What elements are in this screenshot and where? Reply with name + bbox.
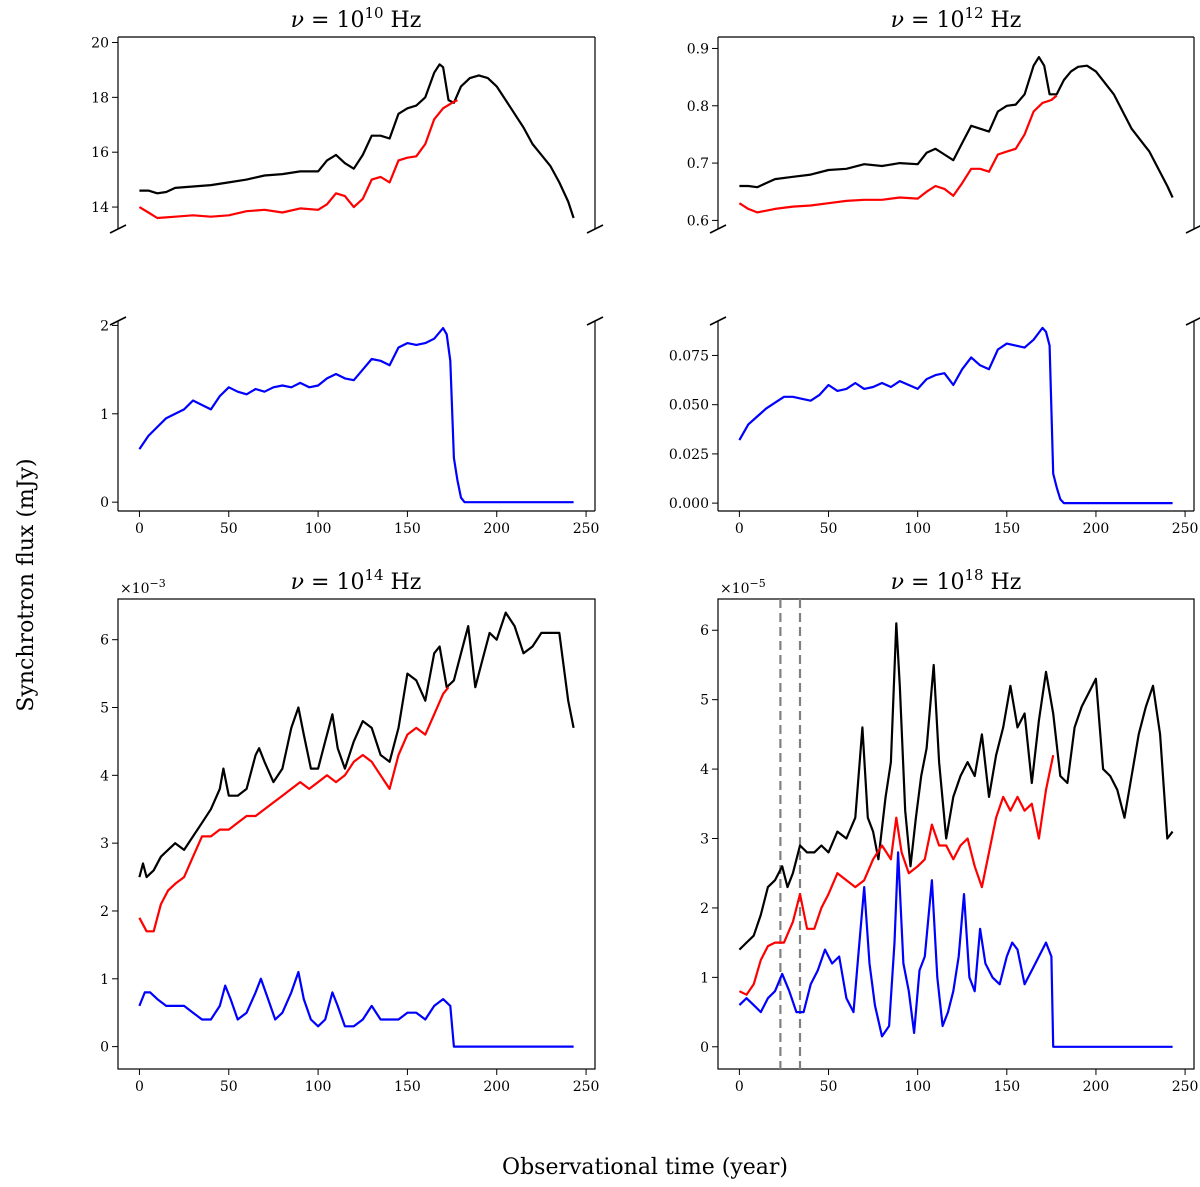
p10-top-series-red — [138, 99, 458, 220]
p14-ytick-label: 0 — [100, 1040, 109, 1056]
p10-bottom-ytick-label: 2 — [100, 318, 109, 334]
p12-xtick-label: 200 — [1083, 521, 1110, 537]
p14-xtick-label: 50 — [220, 1079, 238, 1095]
p18-panel: ν = 1018 Hz ×10−5 0 1 2 3 4 5 6 0 50 100 150 200 250 — [700, 566, 1198, 1095]
p14-ytick-label: 1 — [100, 972, 109, 988]
p14-ytick-label: 3 — [100, 836, 109, 852]
p12-axis-break — [1185, 317, 1200, 326]
p18-xtick-label: 100 — [904, 1079, 931, 1095]
p18-multiplier: ×10−5 — [720, 577, 766, 597]
p18-xtick-label: 250 — [1172, 1079, 1199, 1095]
p14-ytick-label: 5 — [100, 701, 109, 717]
p10-xtick-label: 50 — [220, 521, 238, 537]
p12-top-ytick-label: 0.7 — [687, 156, 709, 172]
p10-axis-break — [586, 224, 604, 234]
p12-top-ytick-label: 0.8 — [687, 99, 709, 115]
figure-xlabel: Observational time (year) — [502, 1155, 788, 1180]
p14-frame — [117, 598, 596, 1070]
p18-xtick-label: 50 — [820, 1079, 838, 1095]
p14-xtick-label: 200 — [483, 1079, 510, 1095]
p14-xtick-label: 0 — [135, 1079, 144, 1095]
p12-xtick-label: 100 — [904, 521, 931, 537]
p14-ytick-label: 2 — [100, 904, 109, 920]
p14-panel: ν = 1014 Hz ×10−3 0 1 2 3 4 5 6 0 50 100 150 200 250 — [100, 566, 599, 1095]
p12-top-series-red — [738, 94, 1058, 214]
p10-xtick-label: 0 — [135, 521, 144, 537]
p12-bottom-series-blue — [738, 326, 1173, 505]
p12-top-ytick-label: 0.9 — [687, 41, 709, 57]
p10-axis-break — [109, 224, 127, 234]
p12-xtick-label: 250 — [1172, 521, 1199, 537]
figure-ylabel: Synchrotron flux (mJy) — [14, 458, 39, 711]
p12-xtick-label: 50 — [820, 521, 838, 537]
p12-axis-break — [709, 316, 727, 326]
p10-xtick-label: 150 — [394, 521, 421, 537]
p12-bottom-ytick-label: 0.025 — [669, 447, 709, 463]
p12-bottom-ytick-label: 0.000 — [669, 496, 709, 512]
p12-xtick-label: 0 — [735, 521, 744, 537]
p18-series-blue — [738, 851, 1173, 1048]
p18-series-red — [738, 754, 1055, 996]
p12-title: ν = 1012 Hz — [891, 4, 1022, 33]
p18-ytick-label: 6 — [700, 623, 709, 639]
p18-xtick-label: 0 — [735, 1079, 744, 1095]
p14-series-blue — [138, 970, 574, 1048]
p18-ytick-label: 0 — [700, 1040, 709, 1056]
p12-bottom-ytick-label: 0.075 — [669, 348, 709, 364]
p18-title: ν = 1018 Hz — [891, 566, 1022, 595]
p12-panel: ν = 1012 Hz 0.6 0.7 0.8 0.9 0.000 0.025 0.050 0.… — [669, 4, 1200, 537]
p10-xtick-label: 100 — [305, 521, 332, 537]
p14-ytick-label: 6 — [100, 633, 109, 649]
p18-ytick-label: 1 — [700, 970, 709, 986]
p14-multiplier: ×10−3 — [120, 577, 166, 597]
p12-top-ytick-label: 0.6 — [687, 213, 709, 229]
p12-top-series-black — [739, 55, 1174, 198]
p10-bottom-ytick-label: 0 — [100, 495, 109, 511]
p10-axis-break — [586, 316, 604, 326]
p10-title: ν = 1010 Hz — [291, 4, 422, 33]
p12-bottom-ytick-label: 0.050 — [669, 398, 709, 414]
p10-top-ytick-label: 20 — [91, 35, 109, 51]
p18-ytick-label: 5 — [700, 693, 709, 709]
p10-top-ytick-label: 14 — [91, 200, 109, 216]
p12-axis-break — [1185, 225, 1200, 234]
p10-top-ytick-label: 16 — [91, 145, 109, 161]
p10-xtick-label: 200 — [483, 521, 510, 537]
p18-ytick-label: 3 — [700, 832, 709, 848]
p18-xtick-label: 150 — [993, 1079, 1020, 1095]
p10-bottom-series-blue — [138, 327, 574, 504]
p18-frame — [717, 598, 1195, 1070]
p14-series-red — [138, 686, 450, 933]
p12-axis-break — [709, 224, 727, 234]
p10-xtick-label: 250 — [573, 521, 600, 537]
p14-title: ν = 1014 Hz — [291, 566, 422, 595]
p10-top-series-black — [139, 63, 575, 219]
p14-xtick-label: 100 — [305, 1079, 332, 1095]
p14-ytick-label: 4 — [100, 768, 109, 784]
p14-series-black — [138, 611, 575, 879]
p10-axis-break — [109, 316, 127, 326]
p18-ytick-label: 2 — [700, 901, 709, 917]
p10-top-ytick-label: 18 — [91, 90, 109, 106]
p14-xtick-label: 150 — [394, 1079, 421, 1095]
p18-xtick-label: 200 — [1083, 1079, 1110, 1095]
p14-xtick-label: 250 — [573, 1079, 600, 1095]
p18-ytick-label: 4 — [700, 762, 709, 778]
p12-xtick-label: 150 — [993, 521, 1020, 537]
p10-bottom-ytick-label: 1 — [100, 407, 109, 423]
p18-series-black — [738, 622, 1174, 951]
